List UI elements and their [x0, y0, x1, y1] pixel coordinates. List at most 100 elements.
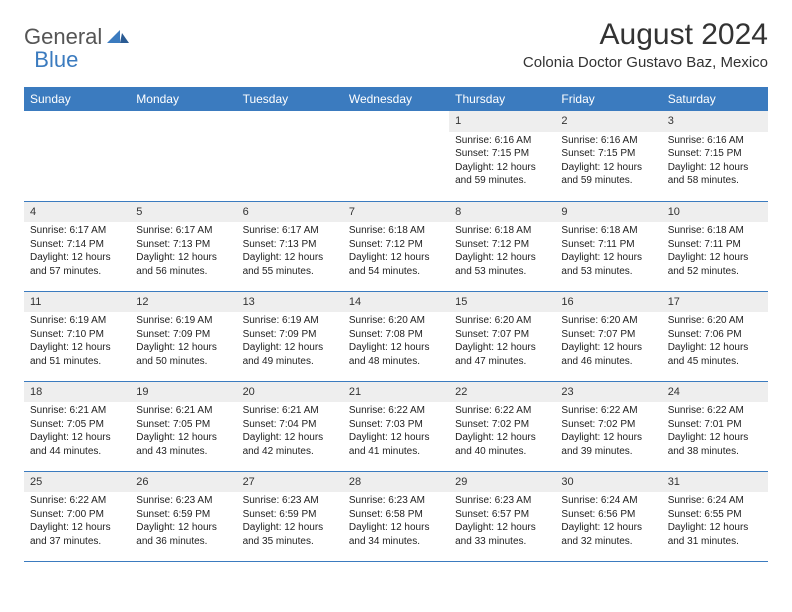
- day-number: 15: [449, 292, 555, 313]
- day-header: Friday: [555, 87, 661, 111]
- day-header: Monday: [130, 87, 236, 111]
- day-details: Sunrise: 6:21 AMSunset: 7:04 PMDaylight:…: [237, 402, 343, 462]
- day-number: 5: [130, 202, 236, 223]
- sunrise-text: Sunrise: 6:22 AM: [455, 404, 549, 418]
- title-block: August 2024 Colonia Doctor Gustavo Baz, …: [523, 18, 768, 71]
- calendar-cell: 22Sunrise: 6:22 AMSunset: 7:02 PMDayligh…: [449, 381, 555, 471]
- calendar-cell: 15Sunrise: 6:20 AMSunset: 7:07 PMDayligh…: [449, 291, 555, 381]
- calendar-cell: 7Sunrise: 6:18 AMSunset: 7:12 PMDaylight…: [343, 201, 449, 291]
- brand-triangle-icon: [107, 27, 129, 48]
- day-number: 24: [662, 382, 768, 403]
- day-header: Saturday: [662, 87, 768, 111]
- day-details: Sunrise: 6:17 AMSunset: 7:13 PMDaylight:…: [237, 222, 343, 282]
- day-number: 26: [130, 472, 236, 493]
- day-number: 29: [449, 472, 555, 493]
- location-subtitle: Colonia Doctor Gustavo Baz, Mexico: [523, 54, 768, 71]
- sunrise-text: Sunrise: 6:23 AM: [136, 494, 230, 508]
- calendar-cell: 18Sunrise: 6:21 AMSunset: 7:05 PMDayligh…: [24, 381, 130, 471]
- day-number: 21: [343, 382, 449, 403]
- sunset-text: Sunset: 7:02 PM: [455, 418, 549, 432]
- day-number: 8: [449, 202, 555, 223]
- sunrise-text: Sunrise: 6:22 AM: [349, 404, 443, 418]
- calendar-cell: [237, 111, 343, 201]
- calendar-cell: 29Sunrise: 6:23 AMSunset: 6:57 PMDayligh…: [449, 471, 555, 561]
- sunset-text: Sunset: 7:09 PM: [243, 328, 337, 342]
- day-number: 27: [237, 472, 343, 493]
- sunset-text: Sunset: 7:08 PM: [349, 328, 443, 342]
- sunrise-text: Sunrise: 6:20 AM: [349, 314, 443, 328]
- month-title: August 2024: [523, 18, 768, 52]
- daylight-text: Daylight: 12 hours and 36 minutes.: [136, 521, 230, 548]
- calendar-cell: 19Sunrise: 6:21 AMSunset: 7:05 PMDayligh…: [130, 381, 236, 471]
- sunrise-text: Sunrise: 6:24 AM: [561, 494, 655, 508]
- sunrise-text: Sunrise: 6:19 AM: [243, 314, 337, 328]
- calendar-cell: [24, 111, 130, 201]
- sunrise-text: Sunrise: 6:16 AM: [668, 134, 762, 148]
- day-number: 12: [130, 292, 236, 313]
- sunset-text: Sunset: 7:13 PM: [243, 238, 337, 252]
- day-number: 31: [662, 472, 768, 493]
- sunrise-text: Sunrise: 6:22 AM: [561, 404, 655, 418]
- calendar-cell: 28Sunrise: 6:23 AMSunset: 6:58 PMDayligh…: [343, 471, 449, 561]
- day-details: Sunrise: 6:20 AMSunset: 7:08 PMDaylight:…: [343, 312, 449, 372]
- day-number: 28: [343, 472, 449, 493]
- sunset-text: Sunset: 7:14 PM: [30, 238, 124, 252]
- day-details: Sunrise: 6:16 AMSunset: 7:15 PMDaylight:…: [449, 132, 555, 192]
- calendar-cell: 5Sunrise: 6:17 AMSunset: 7:13 PMDaylight…: [130, 201, 236, 291]
- day-details: Sunrise: 6:23 AMSunset: 6:59 PMDaylight:…: [130, 492, 236, 552]
- day-number: [24, 111, 130, 117]
- day-details: Sunrise: 6:23 AMSunset: 6:57 PMDaylight:…: [449, 492, 555, 552]
- calendar-cell: 13Sunrise: 6:19 AMSunset: 7:09 PMDayligh…: [237, 291, 343, 381]
- daylight-text: Daylight: 12 hours and 34 minutes.: [349, 521, 443, 548]
- day-details: Sunrise: 6:22 AMSunset: 7:02 PMDaylight:…: [555, 402, 661, 462]
- calendar-week: 18Sunrise: 6:21 AMSunset: 7:05 PMDayligh…: [24, 381, 768, 471]
- calendar-body: 1Sunrise: 6:16 AMSunset: 7:15 PMDaylight…: [24, 111, 768, 561]
- day-details: Sunrise: 6:16 AMSunset: 7:15 PMDaylight:…: [662, 132, 768, 192]
- sunset-text: Sunset: 6:58 PM: [349, 508, 443, 522]
- day-details: Sunrise: 6:16 AMSunset: 7:15 PMDaylight:…: [555, 132, 661, 192]
- calendar-cell: 17Sunrise: 6:20 AMSunset: 7:06 PMDayligh…: [662, 291, 768, 381]
- sunset-text: Sunset: 7:01 PM: [668, 418, 762, 432]
- sunset-text: Sunset: 7:05 PM: [136, 418, 230, 432]
- day-number: 30: [555, 472, 661, 493]
- sunrise-text: Sunrise: 6:21 AM: [136, 404, 230, 418]
- day-number: 16: [555, 292, 661, 313]
- calendar-cell: 20Sunrise: 6:21 AMSunset: 7:04 PMDayligh…: [237, 381, 343, 471]
- sunrise-text: Sunrise: 6:16 AM: [455, 134, 549, 148]
- calendar-cell: 14Sunrise: 6:20 AMSunset: 7:08 PMDayligh…: [343, 291, 449, 381]
- sunset-text: Sunset: 6:57 PM: [455, 508, 549, 522]
- calendar-week: 1Sunrise: 6:16 AMSunset: 7:15 PMDaylight…: [24, 111, 768, 201]
- day-details: Sunrise: 6:18 AMSunset: 7:12 PMDaylight:…: [343, 222, 449, 282]
- sunrise-text: Sunrise: 6:18 AM: [349, 224, 443, 238]
- day-header: Thursday: [449, 87, 555, 111]
- day-details: Sunrise: 6:21 AMSunset: 7:05 PMDaylight:…: [130, 402, 236, 462]
- calendar-cell: 1Sunrise: 6:16 AMSunset: 7:15 PMDaylight…: [449, 111, 555, 201]
- day-number: 3: [662, 111, 768, 132]
- day-number: 11: [24, 292, 130, 313]
- day-details: Sunrise: 6:19 AMSunset: 7:09 PMDaylight:…: [130, 312, 236, 372]
- brand-text-blue: Blue: [34, 47, 78, 73]
- day-number: 20: [237, 382, 343, 403]
- sunrise-text: Sunrise: 6:17 AM: [30, 224, 124, 238]
- day-details: Sunrise: 6:20 AMSunset: 7:07 PMDaylight:…: [555, 312, 661, 372]
- sunset-text: Sunset: 7:15 PM: [455, 147, 549, 161]
- calendar-cell: 26Sunrise: 6:23 AMSunset: 6:59 PMDayligh…: [130, 471, 236, 561]
- day-details: Sunrise: 6:19 AMSunset: 7:09 PMDaylight:…: [237, 312, 343, 372]
- sunrise-text: Sunrise: 6:23 AM: [455, 494, 549, 508]
- day-details: Sunrise: 6:18 AMSunset: 7:11 PMDaylight:…: [555, 222, 661, 282]
- sunset-text: Sunset: 7:13 PM: [136, 238, 230, 252]
- calendar-cell: 27Sunrise: 6:23 AMSunset: 6:59 PMDayligh…: [237, 471, 343, 561]
- sunrise-text: Sunrise: 6:23 AM: [243, 494, 337, 508]
- sunrise-text: Sunrise: 6:18 AM: [561, 224, 655, 238]
- day-number: [130, 111, 236, 117]
- calendar-week: 11Sunrise: 6:19 AMSunset: 7:10 PMDayligh…: [24, 291, 768, 381]
- calendar-cell: 4Sunrise: 6:17 AMSunset: 7:14 PMDaylight…: [24, 201, 130, 291]
- daylight-text: Daylight: 12 hours and 33 minutes.: [455, 521, 549, 548]
- daylight-text: Daylight: 12 hours and 52 minutes.: [668, 251, 762, 278]
- sunset-text: Sunset: 7:15 PM: [561, 147, 655, 161]
- day-number: [237, 111, 343, 117]
- daylight-text: Daylight: 12 hours and 48 minutes.: [349, 341, 443, 368]
- calendar-cell: 10Sunrise: 6:18 AMSunset: 7:11 PMDayligh…: [662, 201, 768, 291]
- sunrise-text: Sunrise: 6:24 AM: [668, 494, 762, 508]
- day-details: Sunrise: 6:19 AMSunset: 7:10 PMDaylight:…: [24, 312, 130, 372]
